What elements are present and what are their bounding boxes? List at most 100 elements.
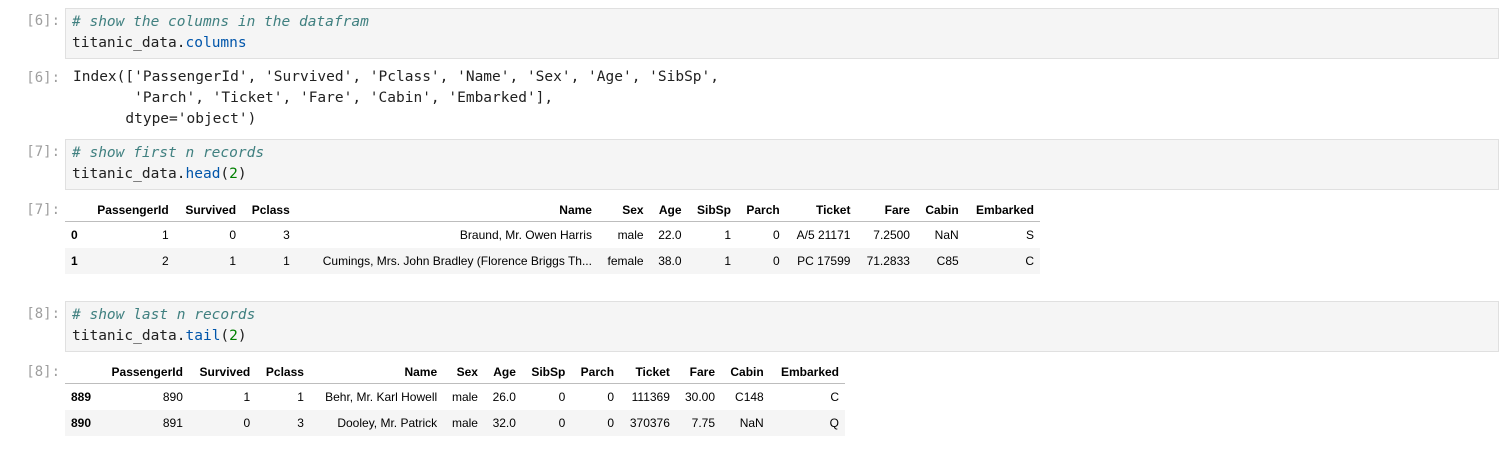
table-row: 889 890 1 1 Behr, Mr. Karl Howell male 26.0 0 0 1…	[65, 383, 845, 410]
table-cell: 30.00	[685, 390, 716, 404]
table-row: 1 2 1 1 Cumings, Mrs. John Bradley (Florence…	[65, 248, 1040, 274]
column-header: Sex	[443, 361, 484, 384]
input-prompt: [7]:	[26, 144, 60, 160]
code-cell-input[interactable]: # show last n records titanic_data.tail(…	[65, 301, 1499, 352]
column-header: Pclass	[242, 199, 296, 222]
table-cell: 890	[162, 390, 183, 404]
table-cell: 7.2500	[873, 228, 910, 242]
column-header: Age	[649, 199, 688, 222]
table-cell: Q	[829, 416, 839, 430]
column-header: Fare	[675, 361, 722, 384]
table-cell: Behr, Mr. Karl Howell	[325, 390, 438, 404]
table-cell: 1	[724, 254, 731, 268]
column-header: Parch	[737, 199, 786, 222]
column-header: Cabin	[721, 361, 770, 384]
table-cell: 1	[243, 390, 251, 404]
column-header: SibSp	[687, 199, 737, 222]
table-cell: Dooley, Mr. Patrick	[337, 416, 438, 430]
column-header: PassengerId	[85, 199, 175, 222]
table-cell: 1	[724, 228, 731, 242]
table-cell: 1	[283, 254, 290, 268]
column-header: Parch	[571, 361, 621, 384]
output-prompt: [6]:	[26, 70, 60, 86]
column-header	[65, 361, 100, 384]
table-cell: 0	[607, 390, 615, 404]
column-header: Cabin	[915, 199, 965, 222]
table-cell: 22.0	[658, 228, 682, 242]
table-cell: 0	[229, 228, 237, 242]
column-header: Age	[483, 361, 522, 384]
input-prompt: [6]:	[26, 13, 60, 29]
code-object: titanic_data.	[72, 328, 186, 344]
table-row: 0 1 0 3 Braund, Mr. Owen Harris male 22.0 1 0 A/5…	[65, 221, 1040, 248]
input-prompt: [8]:	[26, 306, 60, 322]
code-comment: # show first n records	[72, 145, 265, 161]
dataframe-tail-table: PassengerId Survived Pclass Name Sex Age SibSp…	[65, 361, 845, 436]
table-cell: Cumings, Mrs. John Bradley (Florence Bri…	[322, 254, 592, 268]
table-cell: 71.2833	[866, 254, 910, 268]
row-index: 0	[71, 228, 78, 242]
table-cell: male	[451, 390, 478, 404]
code-cell-input[interactable]: # show the columns in the datafram titan…	[65, 8, 1499, 59]
table-cell: 32.0	[492, 416, 516, 430]
code-object: titanic_data.	[72, 35, 186, 51]
column-header: Survived	[188, 361, 257, 384]
column-header: Embarked	[964, 199, 1040, 222]
column-header: Ticket	[785, 199, 857, 222]
table-cell: 3	[297, 416, 304, 430]
table-row: 890 891 0 3 Dooley, Mr. Patrick male 32.0 0 0 370…	[65, 410, 845, 436]
column-header	[65, 199, 86, 222]
table-cell: 0	[773, 254, 780, 268]
output-prompt: [8]:	[26, 364, 60, 380]
table-cell: C85	[936, 254, 959, 268]
table-cell: S	[1025, 228, 1034, 242]
cell-output-text: Index(['PassengerId', 'Survived', 'Pclas…	[73, 69, 720, 127]
table-cell: 370376	[629, 416, 670, 430]
table-cell: 38.0	[658, 254, 682, 268]
column-header: Fare	[856, 199, 916, 222]
column-header: Name	[309, 361, 444, 384]
row-index: 889	[71, 390, 92, 404]
column-header: PassengerId	[99, 361, 189, 384]
table-cell: NaN	[739, 416, 764, 430]
row-index: 1	[71, 254, 78, 268]
table-cell: 111369	[631, 390, 670, 404]
table-cell: A/5 21171	[796, 228, 851, 242]
table-cell: 1	[229, 254, 237, 268]
table-cell: 1	[297, 390, 304, 404]
code-argument: 2	[229, 328, 238, 344]
column-header: SibSp	[521, 361, 572, 384]
table-cell: 0	[243, 416, 251, 430]
column-header: Sex	[597, 199, 650, 222]
table-cell: C	[1025, 254, 1034, 268]
table-cell: 7.75	[691, 416, 716, 430]
table-cell: 0	[773, 228, 780, 242]
code-comment: # show last n records	[72, 307, 256, 323]
table-cell: Braund, Mr. Owen Harris	[459, 228, 592, 242]
table-cell: 26.0	[492, 390, 516, 404]
column-header: Pclass	[256, 361, 310, 384]
table-cell: 3	[283, 228, 290, 242]
table-cell: NaN	[934, 228, 959, 242]
output-prompt: [7]:	[26, 202, 60, 218]
table-header-row: PassengerId Survived Pclass Name Sex Age SibSp…	[65, 199, 1040, 222]
code-method: tail	[185, 328, 221, 344]
code-argument: 2	[229, 166, 238, 182]
dataframe-head-table: PassengerId Survived Pclass Name Sex Age SibSp…	[65, 199, 1040, 274]
table-cell: male	[451, 416, 478, 430]
table-cell: female	[607, 254, 644, 268]
table-cell: 0	[558, 390, 566, 404]
column-header: Name	[295, 199, 598, 222]
code-method: head	[185, 166, 221, 182]
column-header: Embarked	[769, 361, 845, 384]
table-cell: 891	[162, 416, 183, 430]
table-cell: 2	[161, 254, 169, 268]
row-index: 890	[71, 416, 92, 430]
code-comment: # show the columns in the datafram	[72, 14, 369, 30]
code-attribute: columns	[185, 35, 247, 51]
column-header: Ticket	[620, 361, 676, 384]
table-cell: 1	[161, 228, 169, 242]
table-cell: PC 17599	[797, 254, 851, 268]
table-cell: 0	[607, 416, 615, 430]
code-cell-input[interactable]: # show first n records titanic_data.head…	[65, 139, 1499, 190]
